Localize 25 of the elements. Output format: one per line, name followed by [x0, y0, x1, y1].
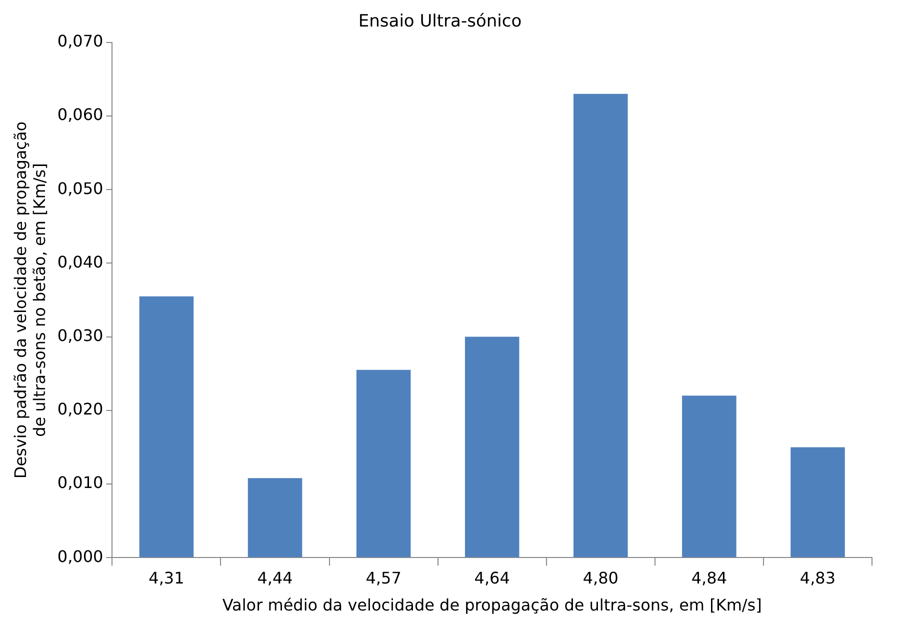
x-tick-label: 4,57	[366, 568, 402, 588]
x-tick-label: 4,64	[474, 568, 510, 588]
x-tick-label: 4,84	[691, 568, 727, 588]
y-tick-label: 0,070	[57, 32, 104, 51]
y-tick-label: 0,050	[57, 178, 104, 198]
y-axis-title: Desvio padrão da velocidade de propagação de ultra-sons no betão, em [Km/s]	[10, 121, 49, 479]
bar	[248, 478, 302, 558]
bar	[790, 447, 845, 558]
y-tick-label: 0,000	[57, 546, 104, 566]
bar	[464, 336, 520, 558]
x-tick-label: 4,83	[800, 568, 836, 588]
y-tick-label: 0,020	[57, 400, 104, 419]
bar	[682, 396, 736, 558]
y-tick-label: 0,030	[57, 326, 104, 345]
x-axis-title: Valor médio da velocidade de propagação de ultra-sons, em [Km/s]	[222, 596, 762, 615]
y-tick-label: 0,040	[57, 252, 104, 272]
bar	[574, 94, 628, 558]
x-tick-label: 4,80	[582, 568, 618, 588]
x-tick-label: 4,31	[148, 568, 184, 588]
y-tick-label: 0,010	[57, 473, 104, 492]
bar	[139, 296, 194, 558]
chart-title: Ensaio Ultra-sónico	[358, 12, 522, 32]
y-tick-label: 0,060	[57, 105, 104, 124]
bar	[356, 370, 411, 558]
x-tick-label: 4,44	[257, 568, 293, 588]
